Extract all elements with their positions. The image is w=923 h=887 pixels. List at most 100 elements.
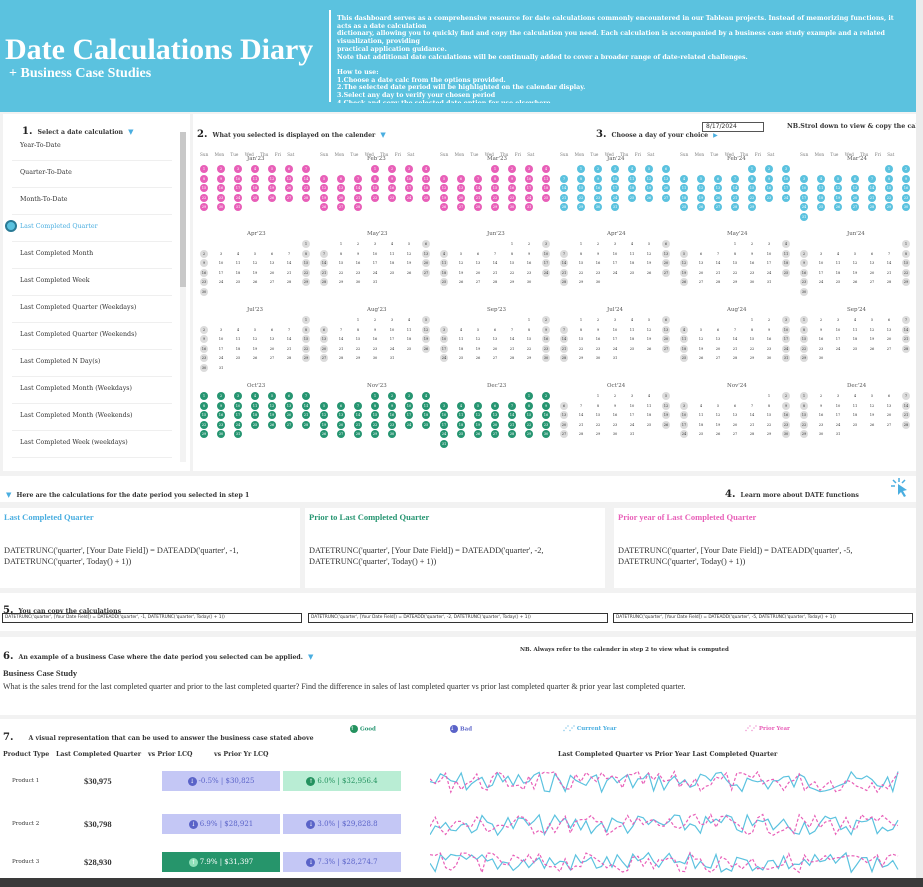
calendar-day[interactable]: 30 [200,363,208,372]
calendar-day[interactable]: 20 [320,344,328,353]
calendar-day[interactable]: 25 [646,422,652,427]
calendar-day[interactable]: 6 [337,174,345,183]
calendar-day[interactable]: 7 [302,165,310,173]
calendar-day[interactable]: 11 [852,327,858,332]
calendar-day[interactable]: 3 [836,394,840,398]
calendar-day[interactable]: 27 [337,203,345,211]
calendar-day[interactable]: 23 [595,346,601,351]
calendar-day[interactable]: 2 [217,165,225,173]
calendar-day[interactable]: 3 [819,251,823,256]
date-calc-option[interactable]: Year-To-Date [20,142,61,149]
calendar-day[interactable]: 10 [440,411,448,419]
calendar-day[interactable]: 27 [662,344,670,353]
calendar-day[interactable]: 21 [732,346,738,351]
calendar-day[interactable]: 26 [834,203,842,211]
calendar-day[interactable]: 17 [818,270,824,275]
calendar-day[interactable]: 7 [579,403,583,408]
calendar-day[interactable]: 22 [526,346,532,351]
calendar-day[interactable]: 12 [320,411,328,419]
calendar-day[interactable]: 25 [422,420,430,429]
calendar-day[interactable]: 20 [285,184,293,192]
calendar-day[interactable]: 18 [835,270,841,275]
calendar-day[interactable]: 9 [767,327,771,332]
calendar-day[interactable]: 6 [870,251,874,256]
calendar-day[interactable]: 26 [698,356,704,360]
calendar-day[interactable]: 26 [869,346,875,351]
calendar-day[interactable]: 15 [902,259,910,267]
calendar-day[interactable]: 20 [285,411,293,419]
calendar-day[interactable]: 13 [851,184,859,192]
calendar-day[interactable]: 30 [902,203,910,211]
calendar-day[interactable]: 20 [886,413,892,417]
calendar-day[interactable]: 26 [252,280,258,284]
calendar-day[interactable]: 14 [320,259,328,267]
calendar-day[interactable]: 22 [595,422,601,427]
calendar-day[interactable]: 2 [542,316,550,324]
calendar-day[interactable]: 6 [491,401,499,410]
calendar-day[interactable]: 26 [715,432,721,436]
calendar-day[interactable]: 14 [302,174,310,183]
calendar-day[interactable]: 3 [373,242,377,246]
calendar-day[interactable]: 12 [268,401,276,410]
calendar-day[interactable]: 5 [320,401,328,410]
calendar-day[interactable]: 2 [542,392,550,400]
calendar-day[interactable]: 3 [440,401,448,410]
calendar-day[interactable]: 29 [526,356,532,360]
calendar-day[interactable]: 30 [372,356,378,360]
calendar-day[interactable]: 4 [440,249,448,258]
calendar-day[interactable]: 5 [645,165,653,173]
calendar-day[interactable]: 28 [560,354,568,362]
calendar-day[interactable]: 23 [388,420,396,429]
calendar-day[interactable]: 24 [218,280,224,284]
calendar-day[interactable]: 13 [269,261,275,265]
calendar-day[interactable]: 5 [716,403,720,408]
calendar-day[interactable]: 20 [714,193,722,202]
calendar-day[interactable]: 2 [373,318,377,322]
calendar-day[interactable]: 24 [405,420,413,429]
calendar-day[interactable]: 3 [613,242,617,246]
calendar-day[interactable]: 25 [782,268,790,277]
calendar-day[interactable]: 15 [800,335,808,343]
calendar-day[interactable]: 7 [474,174,482,183]
calendar-day[interactable]: 23 [200,354,208,362]
calendar-day[interactable]: 29 [749,356,755,360]
calendar-day[interactable]: 19 [698,346,704,351]
calendar-day[interactable]: 27 [886,422,892,427]
calendar-day[interactable]: 14 [560,259,568,267]
calendar-day[interactable]: 3 [767,242,771,246]
calendar-day[interactable]: 20 [698,270,704,275]
calendar-day[interactable]: 26 [474,430,482,438]
calendar-day[interactable]: 27 [475,280,481,284]
calendar-day[interactable]: 31 [611,203,619,211]
calendar-day[interactable]: 18 [251,411,259,419]
calendar-day[interactable]: 27 [269,356,275,360]
calendar-day[interactable]: 17 [612,261,618,265]
calendar-day[interactable]: 29 [577,203,585,211]
calendar-day[interactable]: 28 [560,278,568,286]
calendar-day[interactable]: 27 [491,430,499,438]
calendar-day[interactable]: 8 [371,174,379,183]
calendar-day[interactable]: 24 [218,356,224,360]
calendar-day[interactable]: 3 [542,240,550,248]
calendar-day[interactable]: 28 [508,430,516,438]
calendar-day[interactable]: 30 [594,203,602,211]
calendar-day[interactable]: 3 [219,251,223,256]
calendar-day[interactable]: 21 [338,346,344,351]
calendar-day[interactable]: 25 [389,270,395,275]
calendar-day[interactable]: 4 [407,318,411,322]
calendar-day[interactable]: 2 [596,318,600,322]
calendar-day[interactable]: 29 [338,280,344,284]
date-calc-option[interactable]: Quarter-To-Date [20,169,72,176]
calendar-day[interactable]: 6 [887,394,891,398]
calendar-day[interactable]: 30 [766,356,772,360]
calendar-day[interactable]: 25 [235,356,241,360]
calendar-day[interactable]: 18 [389,261,395,265]
calendar-day[interactable]: 27 [457,203,465,211]
calendar-day[interactable]: 1 [733,242,737,246]
calendar-day[interactable]: 18 [817,193,825,202]
calendar-day[interactable]: 19 [645,184,653,192]
calendar-day[interactable]: 12 [715,413,721,417]
calendar-day[interactable]: 13 [422,249,430,258]
calendar-day[interactable]: 24 [234,420,242,429]
calendar-day[interactable]: 10 [405,174,413,183]
